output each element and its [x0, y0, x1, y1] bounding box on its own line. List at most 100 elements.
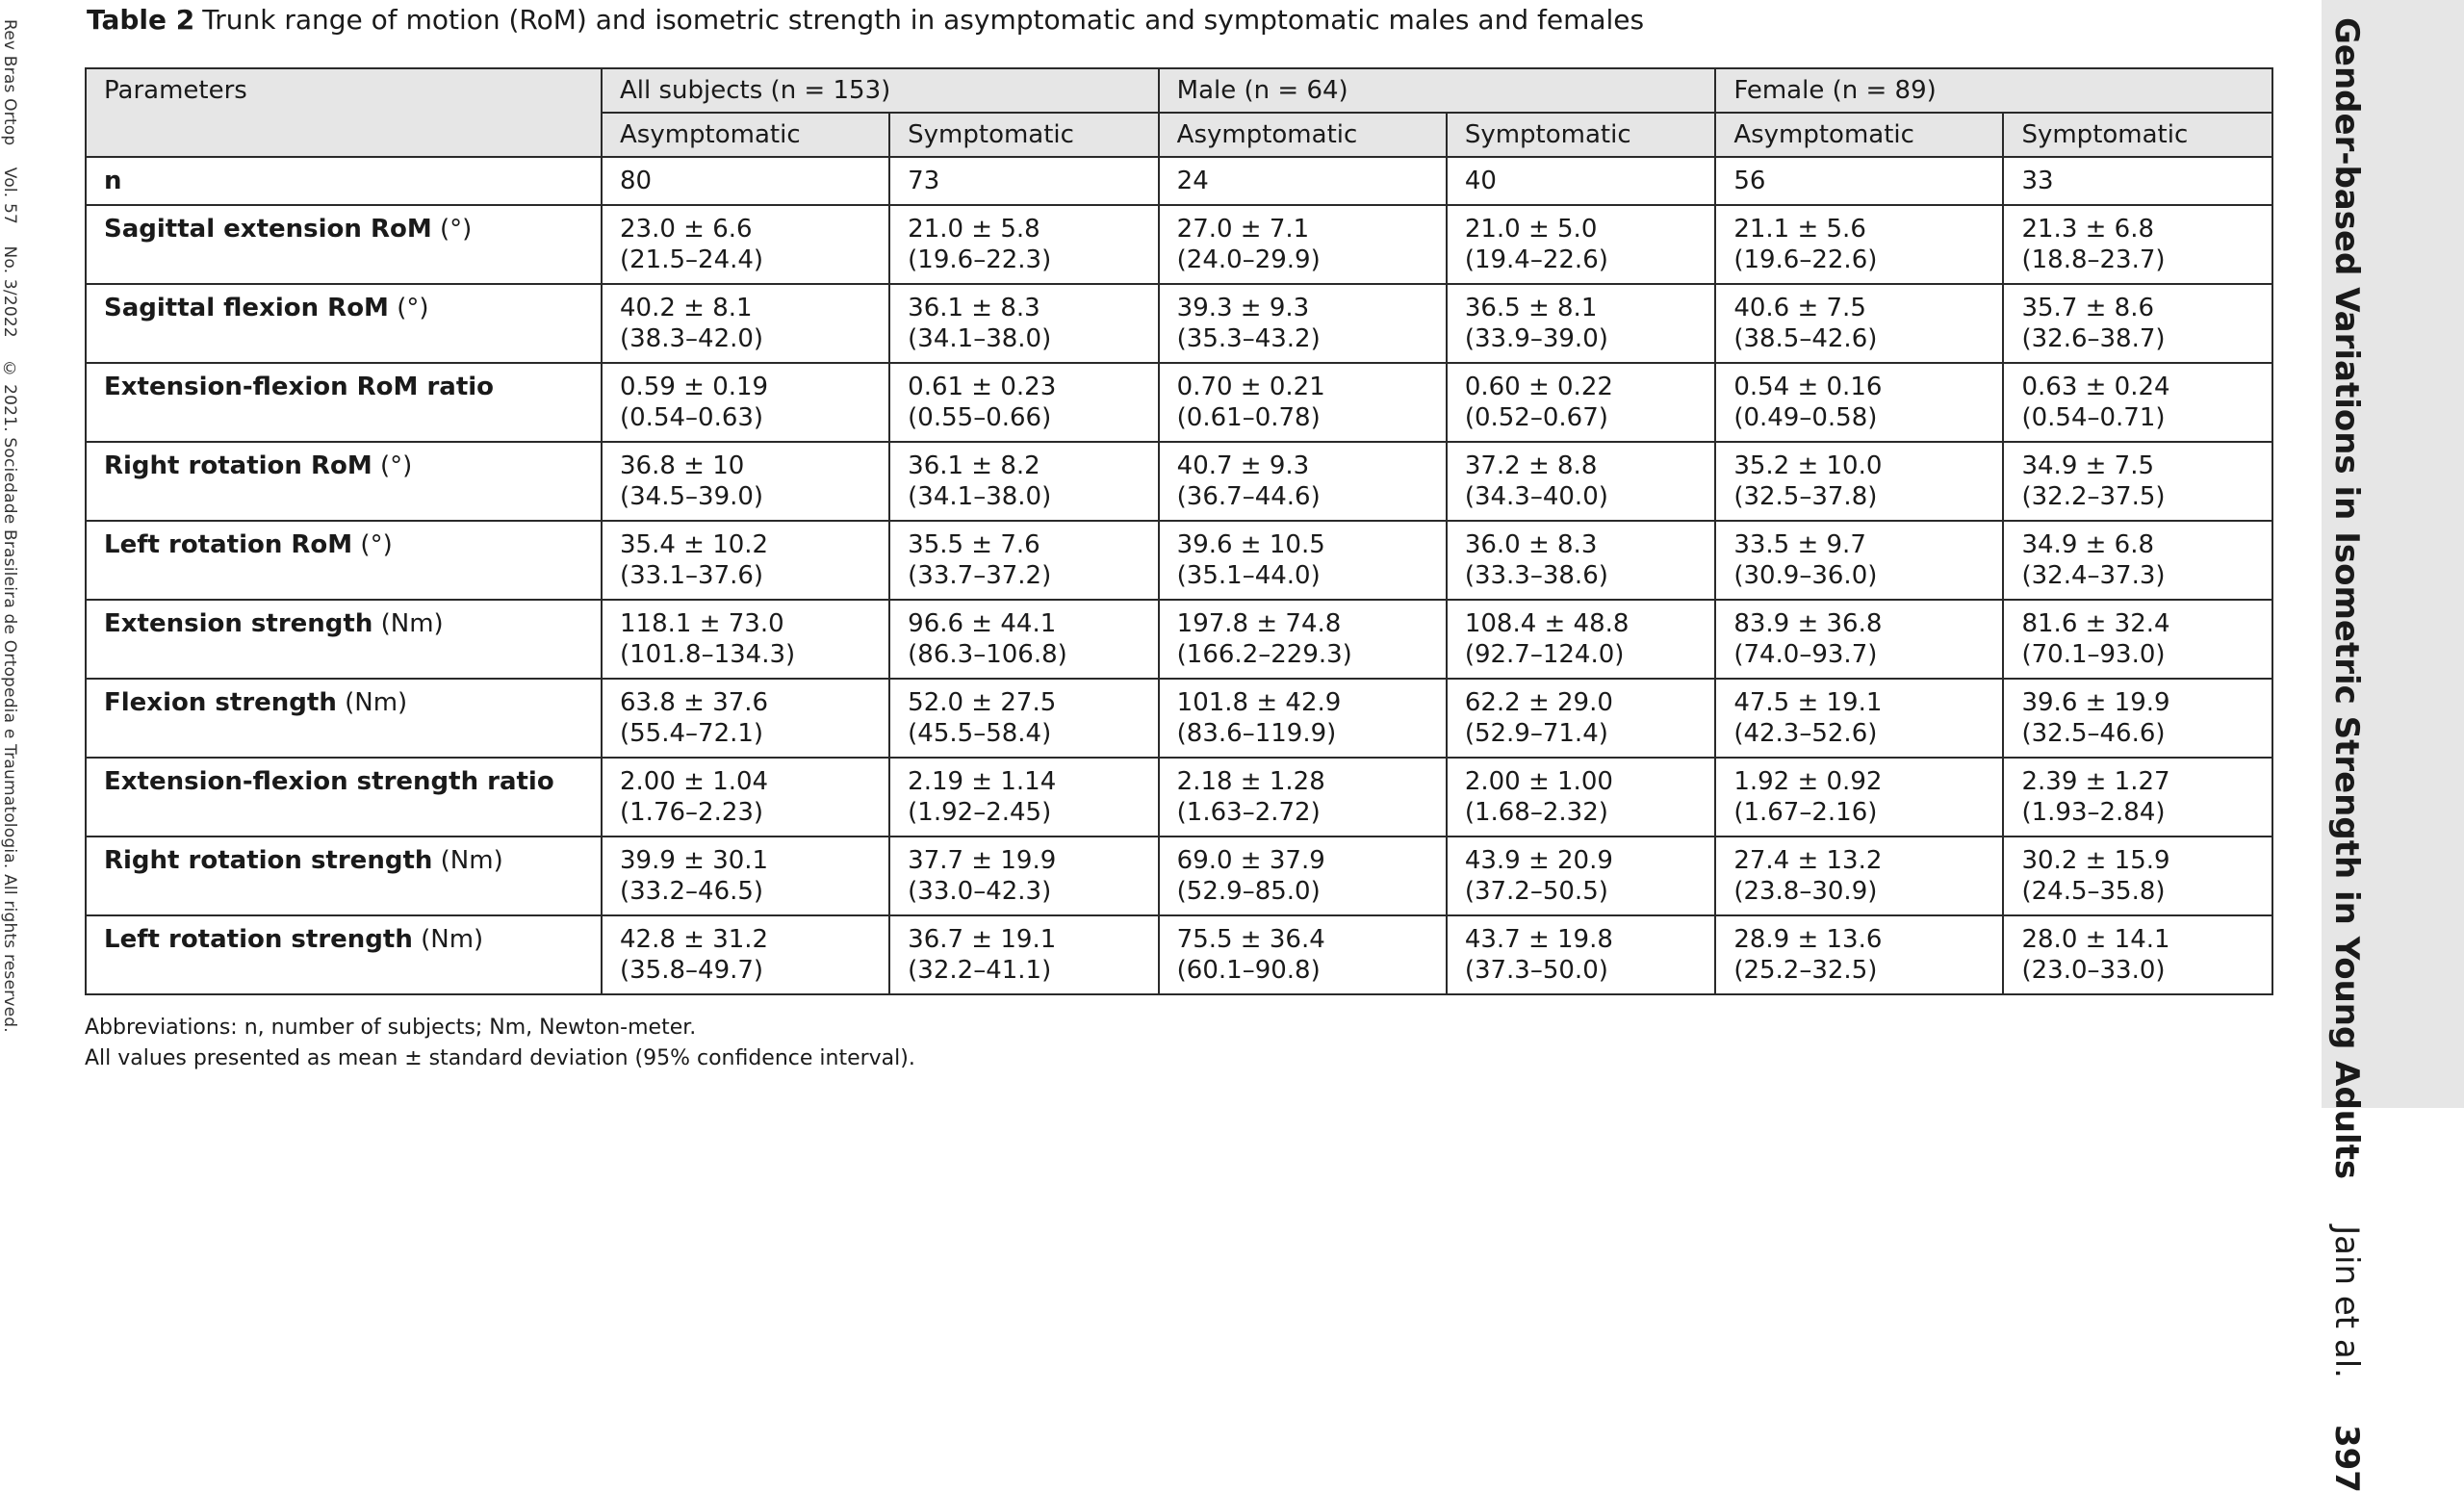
row-parameter: Left rotation strength (Nm)	[85, 914, 603, 995]
header-row-groups: Parameters All subjects (n = 153) Male (…	[85, 67, 2273, 158]
cell-mean-sd: 2.39 ± 1.27	[2021, 767, 2170, 796]
header-row-subgroups: Asymptomatic Symptomatic Asymptomatic Sy…	[86, 112, 2273, 158]
header-group-male: Male (n = 64)	[1157, 67, 1717, 114]
header-group-female: Female (n = 89)	[1714, 67, 2273, 114]
table-cell: 39.9 ± 30.1 (33.2–46.5)	[600, 836, 891, 916]
cell-mean-sd: 39.3 ± 9.3	[1176, 294, 1310, 322]
cell-confidence-interval: (0.61–0.78)	[1176, 403, 1321, 432]
table-cell: 47.5 ± 19.1 (42.3–52.6)	[1714, 678, 2005, 759]
cell-mean-sd: 197.8 ± 74.8	[1176, 609, 1342, 638]
cell-mean-sd: 2.18 ± 1.28	[1176, 767, 1325, 796]
table-row: Left rotation RoM (°) 35.4 ± 10.2 (33.1–37…	[85, 520, 2273, 601]
running-head-title: Gender-based Variations in Isometric Str…	[2327, 17, 2366, 1180]
table-cell: 2.00 ± 1.00 (1.68–2.32)	[1445, 757, 1717, 837]
row-parameter: Left rotation RoM (°)	[85, 520, 603, 601]
table-cell: 43.9 ± 20.9 (37.2–50.5)	[1445, 836, 1717, 916]
table-cell: 96.6 ± 44.1 (86.3–106.8)	[888, 599, 1160, 680]
table-cell: 2.39 ± 1.27 (1.93–2.84)	[2002, 757, 2273, 837]
cell-confidence-interval: (33.1–37.6)	[620, 561, 764, 590]
row-parameter: Extension-flexion strength ratio	[85, 757, 603, 837]
table-cell: 28.0 ± 14.1 (23.0–33.0)	[2002, 914, 2273, 995]
cell-mean-sd: 35.2 ± 10.0	[1733, 451, 1883, 480]
cell-confidence-interval: (33.0–42.3)	[908, 877, 1052, 906]
cell-mean-sd: 0.63 ± 0.24	[2021, 373, 2170, 401]
cell-confidence-interval: (24.0–29.9)	[1176, 245, 1321, 274]
parameter-name: Right rotation strength	[104, 846, 433, 875]
table-row: Sagittal flexion RoM (°) 40.2 ± 8.1 (38.3–…	[85, 283, 2273, 364]
cell-mean-sd: 0.54 ± 0.16	[1733, 373, 1883, 401]
table-cell: 36.5 ± 8.1 (33.9–39.0)	[1445, 283, 1717, 364]
cell-mean-sd: 83.9 ± 36.8	[1733, 609, 1883, 638]
cell-confidence-interval: (1.63–2.72)	[1176, 798, 1321, 827]
table-cell: 52.0 ± 27.5 (45.5–58.4)	[888, 678, 1160, 759]
cell-confidence-interval: (33.3–38.6)	[1464, 561, 1608, 590]
table-cell: 2.19 ± 1.14 (1.92–2.45)	[888, 757, 1160, 837]
row-parameter: Flexion strength (Nm)	[85, 678, 603, 759]
cell-mean-sd: 30.2 ± 15.9	[2021, 846, 2170, 875]
cell-mean-sd: 33	[2021, 167, 2054, 195]
cell-confidence-interval: (83.6–119.9)	[1176, 719, 1337, 748]
cell-mean-sd: 69.0 ± 37.9	[1176, 846, 1325, 875]
cell-confidence-interval: (18.8–23.7)	[2021, 245, 2166, 274]
table-row: Right rotation strength (Nm) 39.9 ± 30.1(…	[85, 836, 2273, 916]
parameter-unit: (Nm)	[432, 846, 503, 875]
cell-mean-sd: 40.2 ± 8.1	[620, 294, 753, 322]
cell-confidence-interval: (32.2–37.5)	[2021, 482, 2166, 511]
cell-mean-sd: 62.2 ± 29.0	[1464, 688, 1613, 717]
table-cell: 21.3 ± 6.8 (18.8–23.7)	[2002, 204, 2273, 285]
table-cell: 40	[1445, 156, 1717, 206]
cell-confidence-interval: (38.5–42.6)	[1733, 324, 1878, 353]
parameter-name: Left rotation strength	[104, 925, 413, 954]
parameter-name: Sagittal extension RoM	[104, 215, 432, 244]
table-cell: 101.8 ± 42.9 (83.6–119.9)	[1157, 678, 1448, 759]
table-cell: 80	[600, 156, 891, 206]
cell-confidence-interval: (1.93–2.84)	[2021, 798, 2166, 827]
table-cell: 197.8 ± 74.8 (166.2–229.3)	[1157, 599, 1448, 680]
cell-mean-sd: 36.1 ± 8.2	[908, 451, 1040, 480]
cell-mean-sd: 40.6 ± 7.5	[1733, 294, 1866, 322]
journal-margin-note: Rev Bras Ortop Vol. 57 No. 3/2022 © 2021…	[0, 19, 19, 1033]
table-cell: 0.60 ± 0.22 (0.52–0.67)	[1445, 362, 1717, 443]
cell-confidence-interval: (35.8–49.7)	[620, 956, 764, 985]
cell-mean-sd: 34.9 ± 7.5	[2021, 451, 2155, 480]
cell-confidence-interval: (23.0–33.0)	[2021, 956, 2166, 985]
cell-mean-sd: 108.4 ± 48.8	[1464, 609, 1630, 638]
cell-mean-sd: 27.0 ± 7.1	[1176, 215, 1310, 244]
table-cell: 35.4 ± 10.2 (33.1–37.6)	[600, 520, 891, 601]
parameter-unit: (°)	[388, 294, 429, 322]
parameter-unit: (Nm)	[412, 925, 484, 954]
cell-confidence-interval: (92.7–124.0)	[1464, 640, 1625, 669]
cell-confidence-interval: (86.3–106.8)	[908, 640, 1067, 669]
cell-confidence-interval: (0.55–0.66)	[908, 403, 1052, 432]
cell-confidence-interval: (37.2–50.5)	[1464, 877, 1608, 906]
cell-confidence-interval: (52.9–71.4)	[1464, 719, 1608, 748]
table-cell: 63.8 ± 37.6 (55.4–72.1)	[600, 678, 891, 759]
table-row: Left rotation strength (Nm) 42.8 ± 31.2 (3…	[85, 914, 2273, 995]
cell-mean-sd: 39.6 ± 19.9	[2021, 688, 2170, 717]
cell-mean-sd: 21.3 ± 6.8	[2021, 215, 2155, 244]
row-parameter: Extension strength (Nm)	[85, 599, 603, 680]
table-cell: 36.0 ± 8.3 (33.3–38.6)	[1445, 520, 1717, 601]
cell-mean-sd: 24	[1176, 167, 1209, 195]
table-cell: 62.2 ± 29.0 (52.9–71.4)	[1445, 678, 1717, 759]
table-row: Right rotation RoM (°) 36.8 ± 10 (34.5–39.…	[85, 441, 2273, 522]
table-cell: 75.5 ± 36.4 (60.1–90.8)	[1157, 914, 1448, 995]
table-cell: 35.7 ± 8.6 (32.6–38.7)	[2002, 283, 2273, 364]
running-head-band	[2322, 0, 2464, 1108]
footnote-abbreviations: Abbreviations: n, number of subjects; Nm…	[85, 1016, 697, 1040]
cell-mean-sd: 36.7 ± 19.1	[908, 925, 1057, 954]
row-parameter: n	[85, 156, 603, 206]
cell-mean-sd: 28.9 ± 13.6	[1733, 925, 1883, 954]
cell-mean-sd: 2.19 ± 1.14	[908, 767, 1057, 796]
table-cell: 21.1 ± 5.6 (19.6–22.6)	[1714, 204, 2005, 285]
running-head-authors: Jain et al.	[2327, 1225, 2366, 1378]
table-cell: 40.7 ± 9.3 (36.7–44.6)	[1157, 441, 1448, 522]
cell-confidence-interval: (33.9–39.0)	[1464, 324, 1608, 353]
table-cell: 39.6 ± 19.9 (32.5–46.6)	[2002, 678, 2273, 759]
cell-confidence-interval: (42.3–52.6)	[1733, 719, 1878, 748]
cell-mean-sd: 118.1 ± 73.0	[620, 609, 784, 638]
cell-confidence-interval: (24.5–35.8)	[2021, 877, 2166, 906]
page-number: 397	[2327, 1424, 2366, 1493]
journal-issue: No. 3/2022	[0, 245, 19, 338]
cell-confidence-interval: (19.6–22.3)	[908, 245, 1052, 274]
